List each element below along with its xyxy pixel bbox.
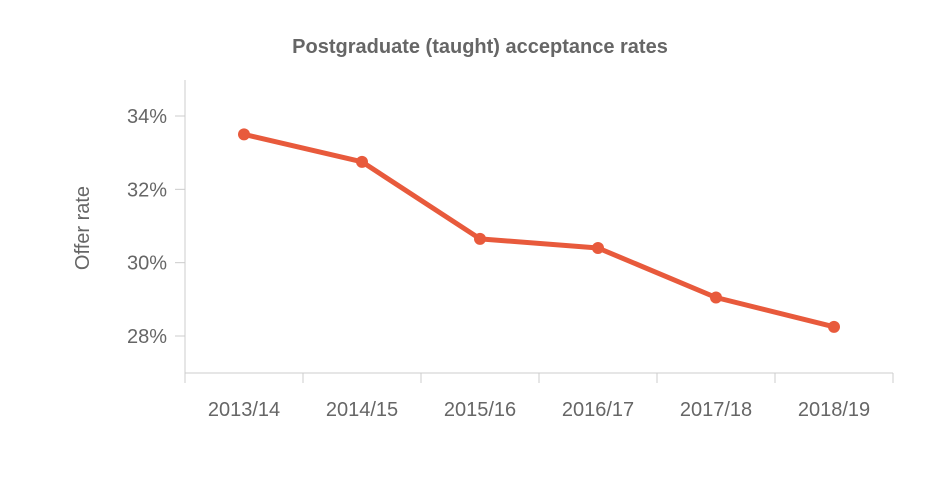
series-group xyxy=(238,128,840,333)
data-point[interactable] xyxy=(828,320,840,333)
x-tick-label: 2015/16 xyxy=(444,399,516,421)
y-axis-label: Offer rate xyxy=(72,186,94,270)
data-point[interactable] xyxy=(356,155,368,168)
x-ticks: 2013/14 2014/15 2015/16 2016/17 2017/18 2018/… xyxy=(184,373,894,421)
x-tick-label: 2018/19 xyxy=(798,399,870,421)
y-tick-label: 28% xyxy=(127,326,167,348)
x-tick-label: 2017/18 xyxy=(680,399,752,421)
series-line xyxy=(241,131,837,330)
x-tick-label: 2013/14 xyxy=(208,399,280,421)
y-tick-label: 30% xyxy=(127,253,167,275)
data-point[interactable] xyxy=(238,128,250,141)
chart-title: Postgraduate (taught) acceptance rates xyxy=(292,36,668,58)
y-tick-label: 34% xyxy=(127,106,167,128)
x-tick-label: 2016/17 xyxy=(562,399,634,421)
y-tick-label: 32% xyxy=(127,179,167,201)
x-tick-label: 2014/15 xyxy=(326,399,398,421)
data-point[interactable] xyxy=(592,242,604,254)
y-ticks: 28% 30% 32% 34% xyxy=(127,106,185,348)
data-point[interactable] xyxy=(474,232,486,245)
data-point[interactable] xyxy=(710,291,722,304)
